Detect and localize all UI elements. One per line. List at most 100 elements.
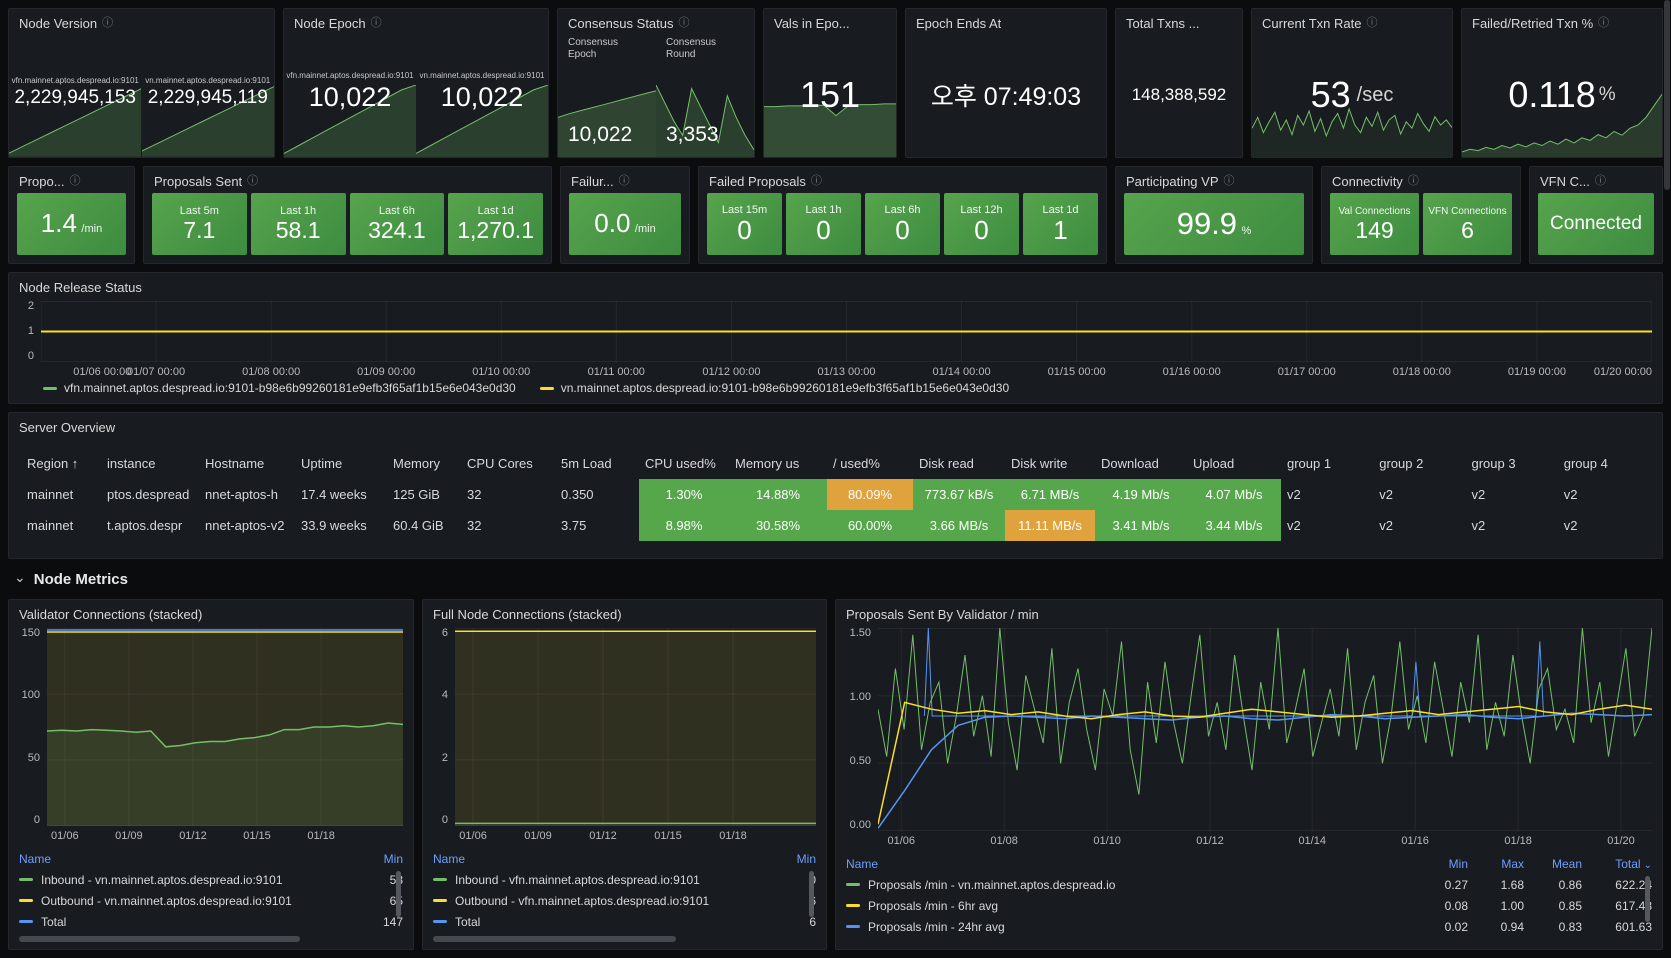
legend-col-min[interactable]: Min [1412, 857, 1468, 871]
column-header[interactable]: Region ↑ [21, 456, 101, 471]
legend-col-name[interactable]: Name [19, 852, 355, 866]
panel-title[interactable]: Consensus Status [568, 16, 674, 31]
column-header[interactable]: Memory us [729, 456, 827, 471]
panel-title[interactable]: Vals in Epo... [774, 16, 850, 31]
column-header[interactable]: Hostname [199, 456, 295, 471]
panel-title[interactable]: Epoch Ends At [916, 16, 1001, 31]
info-icon[interactable]: ⓘ [811, 176, 822, 187]
column-header[interactable]: group 2 [1373, 456, 1465, 471]
panel-title[interactable]: Failed Proposals [709, 174, 806, 189]
panel-failure-rate: Failur...ⓘ 0.0 /min [560, 166, 690, 264]
info-icon[interactable]: ⓘ [679, 18, 690, 29]
legend-col-mean[interactable]: Mean [1524, 857, 1582, 871]
horizontal-scrollbar[interactable] [433, 936, 812, 942]
column-header[interactable]: group 4 [1558, 456, 1650, 471]
legend-item[interactable]: vfn.mainnet.aptos.despread.io:9101-b98e6… [43, 381, 516, 395]
page-scrollbar[interactable] [1664, 0, 1670, 190]
panel-title[interactable]: Propo... [19, 174, 65, 189]
series-color-swatch [19, 899, 33, 902]
panel-connectivity: Connectivityⓘ Val Connections 149 VFN Co… [1321, 166, 1521, 264]
legend-item[interactable]: Proposals /min - 6hr avg 0.08 1.00 0.85 … [846, 895, 1652, 916]
legend-col-max[interactable]: Max [1468, 857, 1524, 871]
column-header[interactable]: instance [101, 456, 199, 471]
legend-item[interactable]: vn.mainnet.aptos.despread.io:9101-b98e6b… [540, 381, 1009, 395]
column-header[interactable]: Download [1095, 456, 1187, 471]
info-icon[interactable]: ⓘ [247, 176, 258, 187]
section-node-metrics[interactable]: ⌄ Node Metrics [8, 567, 1663, 591]
column-header[interactable]: CPU used% [639, 456, 729, 471]
legend-item[interactable]: Inbound - vfn.mainnet.aptos.despread.io:… [433, 869, 816, 890]
panel-title[interactable]: Connectivity [1332, 174, 1403, 189]
panel-title[interactable]: Node Release Status [19, 280, 142, 295]
info-icon[interactable]: ⓘ [1598, 18, 1609, 29]
validator-connections-chart[interactable] [47, 628, 403, 826]
column-header[interactable]: / used% [827, 456, 913, 471]
column-header[interactable]: Upload [1187, 456, 1281, 471]
legend-item[interactable]: Proposals /min - 24hr avg 0.02 0.94 0.83… [846, 916, 1652, 937]
table-row: mainnet ptos.despread nnet-aptos-h 17.4 … [21, 479, 1650, 510]
panel-title[interactable]: Proposals Sent By Validator / min [846, 607, 1039, 622]
vertical-scrollbar[interactable] [809, 871, 814, 917]
cpu-used-cell: 8.98% [639, 510, 729, 541]
stat-box: Last 5m 7.1 [152, 193, 247, 255]
legend-col-min[interactable]: Min [355, 852, 403, 866]
panel-title[interactable]: VFN C... [1540, 174, 1590, 189]
info-icon[interactable]: ⓘ [1366, 18, 1377, 29]
panel-title[interactable]: Proposals Sent [154, 174, 242, 189]
x-axis: 01/0601/0901/1201/1501/18 [47, 826, 403, 843]
legend-min-value: 147 [355, 915, 403, 929]
info-icon[interactable]: ⓘ [1224, 176, 1235, 187]
legend-col-min[interactable]: Min [768, 852, 816, 866]
legend-item[interactable]: Outbound - vfn.mainnet.aptos.despread.io… [433, 890, 816, 911]
column-header[interactable]: group 1 [1281, 456, 1373, 471]
panel-title[interactable]: Node Epoch [294, 16, 366, 31]
column-header[interactable]: 5m Load [555, 456, 639, 471]
column-header[interactable]: CPU Cores [461, 456, 555, 471]
stat-box: Last 6h 0 [865, 193, 940, 255]
stat-value: 151 [800, 74, 860, 116]
info-icon[interactable]: ⓘ [102, 18, 113, 29]
legend-total-value: 617.48 [1582, 899, 1652, 913]
panel-title[interactable]: Node Version [19, 16, 97, 31]
panel-failed-proposals: Failed Proposalsⓘ Last 15m 0 Last 1h 0 L… [698, 166, 1107, 264]
panel-title[interactable]: Total Txns ... [1126, 16, 1199, 31]
panel-title[interactable]: Validator Connections (stacked) [19, 607, 202, 622]
legend-max-value: 1.68 [1468, 878, 1524, 892]
fullnode-connections-chart[interactable] [455, 628, 816, 826]
stat-box: Last 1d 1,270.1 [448, 193, 543, 255]
panel-title[interactable]: Server Overview [19, 420, 115, 435]
proposals-per-min-chart[interactable] [878, 628, 1652, 831]
x-axis: 01/0601/0801/1001/1201/1401/1601/1801/20 [878, 831, 1652, 848]
column-header[interactable]: Disk read [913, 456, 1005, 471]
horizontal-scrollbar[interactable] [19, 936, 399, 942]
panel-title[interactable]: Full Node Connections (stacked) [433, 607, 622, 622]
legend-min-value: 0.02 [1412, 920, 1468, 934]
legend-item[interactable]: Outbound - vn.mainnet.aptos.despread.io:… [19, 890, 403, 911]
panel-title[interactable]: Failed/Retried Txn % [1472, 16, 1593, 31]
legend-col-name[interactable]: Name [846, 857, 1412, 871]
stat-value: 99.9 [1177, 206, 1237, 241]
legend-item[interactable]: Inbound - vn.mainnet.aptos.despread.io:9… [19, 869, 403, 890]
legend-total-value: 622.24 [1582, 878, 1652, 892]
info-icon[interactable]: ⓘ [1408, 176, 1419, 187]
panel-title[interactable]: Current Txn Rate [1262, 16, 1361, 31]
legend-col-name[interactable]: Name [433, 852, 768, 866]
column-header[interactable]: Memory [387, 456, 461, 471]
vertical-scrollbar[interactable] [396, 871, 401, 917]
column-header[interactable]: Uptime [295, 456, 387, 471]
legend-label: Outbound - vfn.mainnet.aptos.despread.io… [455, 894, 709, 908]
column-header[interactable]: group 3 [1466, 456, 1558, 471]
panel-title[interactable]: Participating VP [1126, 174, 1219, 189]
info-icon[interactable]: ⓘ [70, 176, 81, 187]
vertical-scrollbar[interactable] [1645, 876, 1650, 922]
column-header[interactable]: Disk write [1005, 456, 1095, 471]
panel-title[interactable]: Failur... [571, 174, 614, 189]
legend-col-total[interactable]: Total⌄ [1582, 857, 1652, 871]
release-status-chart[interactable] [41, 301, 1652, 362]
info-icon[interactable]: ⓘ [371, 18, 382, 29]
legend-item[interactable]: Total 147 [19, 911, 403, 932]
legend-item[interactable]: Total 6 [433, 911, 816, 932]
info-icon[interactable]: ⓘ [619, 176, 630, 187]
legend-item[interactable]: Proposals /min - vn.mainnet.aptos.despre… [846, 874, 1652, 895]
info-icon[interactable]: ⓘ [1595, 176, 1606, 187]
